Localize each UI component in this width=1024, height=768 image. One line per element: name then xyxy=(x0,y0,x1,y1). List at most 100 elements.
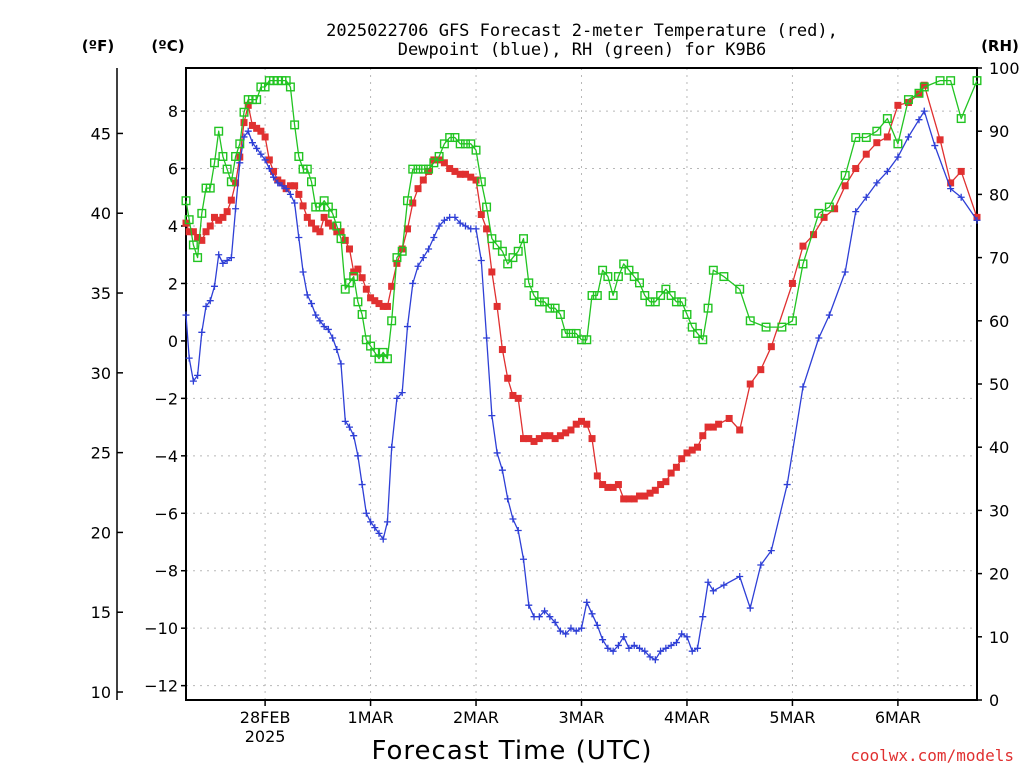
celsius-tick-label: 2 xyxy=(168,274,178,293)
rh-point xyxy=(184,215,194,225)
x-tick-label: 28FEB xyxy=(240,708,291,727)
dewpoint-point xyxy=(514,527,522,535)
dewpoint-point xyxy=(403,323,411,331)
rh-point xyxy=(392,253,402,263)
temperature-point xyxy=(588,435,596,443)
rh-tick-label: 30 xyxy=(989,501,1009,520)
celsius-tick-label: −4 xyxy=(154,447,178,466)
dewpoint-point xyxy=(504,495,512,503)
rh-point xyxy=(914,88,924,98)
temperature-point xyxy=(572,420,580,428)
dewpoint-point xyxy=(667,641,675,649)
rh-tick-label: 70 xyxy=(989,249,1009,268)
temperature-point xyxy=(299,202,307,210)
rh-point xyxy=(608,291,618,301)
dewpoint-point xyxy=(210,282,218,290)
temperature-point xyxy=(636,492,644,500)
x-axis-title: Forecast Time (UTC) xyxy=(371,736,652,766)
rh-point xyxy=(214,126,224,136)
temperature-point xyxy=(667,469,675,477)
temperature-point xyxy=(253,124,261,132)
rh-point xyxy=(434,151,444,161)
temperature-point xyxy=(504,374,512,382)
dewpoint-point xyxy=(973,216,981,224)
x-tick-label: 3MAR xyxy=(558,708,604,727)
dewpoint-point xyxy=(472,225,480,233)
dewpoint-point xyxy=(398,389,406,397)
fahrenheit-tick-label: 25 xyxy=(91,444,111,463)
temperature-point xyxy=(699,432,707,440)
dewpoint-point xyxy=(299,268,307,276)
dewpoint-point xyxy=(841,268,849,276)
dewpoint-point xyxy=(282,185,290,193)
rh-tick-label: 20 xyxy=(989,565,1009,584)
rh-point xyxy=(188,240,198,250)
temperature-point xyxy=(646,489,654,497)
dewpoint-point xyxy=(202,302,210,310)
dewpoint-point xyxy=(337,360,345,368)
dewpoint-point xyxy=(651,656,659,664)
rh-point xyxy=(357,309,367,319)
temperature-point xyxy=(477,211,485,219)
temperature-point xyxy=(546,432,554,440)
rh-point xyxy=(603,272,613,282)
rh-point xyxy=(424,164,434,174)
dewpoint-point xyxy=(388,443,396,451)
dewpoint-point xyxy=(593,621,601,629)
rh-point xyxy=(197,208,207,218)
dewpoint-point xyxy=(274,179,282,187)
dewpoint-point xyxy=(604,644,612,652)
fahrenheit-unit-label: (ºF) xyxy=(82,37,114,55)
temperature-point xyxy=(715,420,723,428)
rh-point xyxy=(181,196,191,206)
temperature-point xyxy=(641,492,649,500)
rh-point xyxy=(598,265,608,275)
rh-point xyxy=(671,297,681,307)
dewpoint-point xyxy=(362,509,370,517)
rh-tick-label: 90 xyxy=(989,122,1009,141)
x-tick-label: 5MAR xyxy=(769,708,815,727)
dewpoint-point xyxy=(257,150,265,158)
rh-point xyxy=(687,322,697,332)
dewpoint-point xyxy=(672,639,680,647)
temperature-point xyxy=(593,472,601,480)
temperature-point xyxy=(894,101,902,109)
dewpoint-point xyxy=(367,518,375,526)
temperature-point xyxy=(757,366,765,374)
temperature-point xyxy=(493,302,501,310)
temperature-point xyxy=(345,245,353,253)
dewpoint-point xyxy=(519,555,527,563)
dewpoint-point xyxy=(498,466,506,474)
temperature-point xyxy=(312,225,320,233)
dewpoint-point xyxy=(862,193,870,201)
rh-point xyxy=(328,208,338,218)
celsius-tick-label: 0 xyxy=(168,332,178,351)
rh-point xyxy=(226,177,236,187)
dewpoint-line xyxy=(185,110,978,661)
fahrenheit-tick-label: 35 xyxy=(91,284,111,303)
dewpoint-point xyxy=(286,190,294,198)
temperature-point xyxy=(383,302,391,310)
rh-point xyxy=(903,95,913,105)
dewpoint-point xyxy=(383,518,391,526)
temperature-point xyxy=(599,481,607,489)
rh-point xyxy=(587,291,597,301)
temperature-point xyxy=(240,119,248,127)
temperature-point xyxy=(324,219,332,227)
dewpoint-point xyxy=(316,317,324,325)
dewpoint-point xyxy=(546,613,554,621)
rh-point xyxy=(497,246,507,256)
dewpoint-point xyxy=(852,208,860,216)
rh-point xyxy=(645,297,655,307)
dewpoint-point xyxy=(509,515,517,523)
celsius-tick-label: −10 xyxy=(144,619,178,638)
dewpoint-point xyxy=(451,213,459,221)
rh-point xyxy=(450,133,460,143)
temperature-point xyxy=(440,159,448,167)
dewpoint-point xyxy=(873,179,881,187)
rh-point xyxy=(513,246,523,256)
dewpoint-point xyxy=(308,300,316,308)
temperature-point xyxy=(535,435,543,443)
series xyxy=(181,76,982,664)
